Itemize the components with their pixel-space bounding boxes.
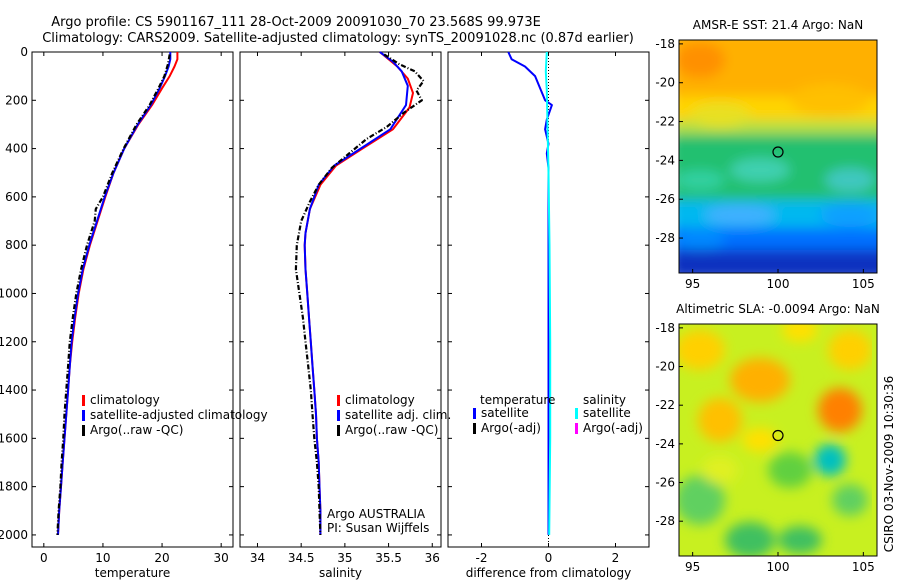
temperature-series-satellite-adjusted-climatology [57,52,172,535]
figure-title-line1: Argo profile: CS 5901167_111 28-Oct-2009… [51,15,541,30]
sla-y-tick-label: -20 [655,360,675,374]
temperature-panel: 0 10 20 30 temperature 0 200 400 600 800 1000 1200 1… [0,45,268,580]
difference-series-salinity-satellite [544,51,552,535]
sla-y-tick-label: -18 [655,321,675,335]
diff-legend-sal-argo-swatch [575,423,578,434]
sst-y-tick-label: -22 [655,115,675,129]
sst-map: AMSR-E SST: 21.4 Argo: NaN 95 100 105 -18 -20… [655,18,878,291]
salinity-x-tick-label: 34 [250,551,265,565]
diff-legend-sal-sat-swatch [575,408,578,419]
sal-legend-2-swatch [337,425,340,436]
sal-legend-0-label: climatology [345,393,415,407]
salinity-series-satellite-adj-clim- [303,51,409,535]
temperature-series-argo-raw-qc- [56,54,171,535]
temperature-series-climatology [57,52,179,535]
sst-map-title: AMSR-E SST: 21.4 Argo: NaN [693,18,863,32]
diff-legend-sal-argo-label: Argo(-adj) [583,421,643,435]
float-owner-label: Argo AUSTRALIA [327,507,426,521]
temperature-x-tick-label: 10 [95,551,110,565]
diff-legend-temp-argo-swatch [473,423,476,434]
temp-legend-1-swatch [82,410,85,421]
sal-legend-1-label: satellite adj. clim. [345,408,451,422]
sst-float-position-marker [772,146,784,158]
temp-legend-0-swatch [82,395,85,406]
salinity-series-argo-raw-qc- [294,53,425,535]
sla-x-tick-label: 105 [852,560,875,574]
depth-tick-label: 1400 [0,383,28,397]
diff-legend-temp-sat-label: satellite [481,406,529,420]
temp-legend-2-swatch [82,425,85,436]
sst-x-tick-label: 105 [852,277,875,291]
salinity-x-tick-label: 35.5 [375,551,402,565]
salinity-series-climatology [303,51,414,535]
temperature-x-tick-label: 0 [40,551,48,565]
sla-x-tick-label: 95 [685,560,700,574]
diff-legend-temp-sat-swatch [473,408,476,419]
depth-tick-label: 1600 [0,431,28,445]
temperature-x-tick-label: 20 [154,551,169,565]
temperature-axes-frame [31,51,234,548]
salinity-x-tick-label: 34.5 [288,551,315,565]
sal-legend-0-swatch [337,395,340,406]
sla-x-tick-label: 100 [767,560,790,574]
temp-legend-2-label: Argo(..raw -QC) [90,423,183,437]
depth-tick-label: 600 [5,190,28,204]
sla-y-tick-label: -24 [655,437,675,451]
figure-title-line2: Climatology: CARS2009. Satellite-adjuste… [42,31,634,46]
sst-y-tick-label: -28 [655,231,675,245]
pi-label: PI: Susan Wijffels [327,521,429,535]
sla-float-position-marker [772,429,784,442]
difference-x-tick-label: -2 [476,551,488,565]
depth-tick-label: 1200 [0,335,28,349]
difference-x-tick-label: 2 [612,551,620,565]
depth-tick-label: 2000 [0,528,28,542]
depth-tick-label: 200 [5,93,28,107]
difference-series-temperature-satellite [507,51,553,535]
sla-y-tick-label: -22 [655,398,675,412]
salinity-x-axis-label: salinity [319,566,362,580]
salinity-x-tick-label: 35 [337,551,352,565]
sla-map-title: Altimetric SLA: -0.0094 Argo: NaN [676,302,880,316]
temperature-x-tick-label: 30 [214,551,229,565]
difference-x-tick-label: 0 [545,551,553,565]
sla-y-tick-label: -26 [655,476,675,490]
sst-x-tick-label: 95 [685,277,700,291]
diff-legend-header-salinity: salinity [583,393,626,407]
diff-legend-sal-sat-label: satellite [583,406,631,420]
salinity-panel: 34 34.5 35 35.5 36 salinity climatologysatelli… [239,51,451,580]
sal-legend-1-swatch [337,410,340,421]
salinity-axes-frame [239,51,442,548]
sst-x-tick-label: 100 [767,277,790,291]
timestamp-label: CSIRO 03-Nov-2009 10:30:36 [882,376,896,552]
salinity-x-tick-label: 36 [425,551,440,565]
sst-y-tick-label: -24 [655,153,675,167]
difference-x-axis-label: difference from climatology [466,566,632,580]
depth-tick-label: 800 [5,238,28,252]
sla-y-tick-label: -28 [655,514,675,528]
sst-y-tick-label: -26 [655,192,675,206]
temperature-x-axis-label: temperature [95,566,170,580]
depth-tick-label: 0 [20,45,28,59]
depth-tick-label: 1800 [0,480,28,494]
sst-y-tick-label: -18 [655,37,675,51]
sal-legend-2-label: Argo(..raw -QC) [345,423,438,437]
diff-legend-temp-argo-label: Argo(-adj) [481,421,541,435]
temp-legend-1-label: satellite-adjusted climatology [90,408,268,422]
sst-y-tick-label: -20 [655,76,675,90]
diff-legend-header-temperature: temperature [480,393,555,407]
temp-legend-0-label: climatology [90,393,160,407]
depth-tick-label: 400 [5,142,28,156]
depth-tick-label: 1000 [0,286,28,300]
sla-map: Altimetric SLA: -0.0094 Argo: NaN 95 100 10… [655,302,879,574]
